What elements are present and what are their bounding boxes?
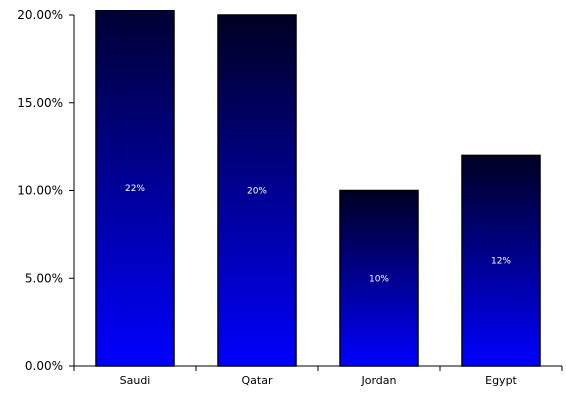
y-tick-label: 15.00% xyxy=(17,96,63,110)
data-label-qatar: 20% xyxy=(247,187,267,197)
data-label-saudi: 22% xyxy=(125,184,145,194)
y-tick-label: 0.00% xyxy=(25,359,63,373)
bar-jordan xyxy=(339,189,419,367)
x-tick-label: Jordan xyxy=(361,374,397,387)
axes-group: Saudi Qatar Jordan Egypt 0.00% 5.00% 10.00% 15.… xyxy=(17,8,563,387)
y-tick-label: 20.00% xyxy=(17,8,63,22)
y-tick-label: 5.00% xyxy=(25,271,63,285)
bar-egypt xyxy=(461,154,541,367)
x-tick-label: Qatar xyxy=(242,374,273,387)
bars-group xyxy=(95,10,541,367)
data-label-jordan: 10% xyxy=(369,274,389,284)
data-label-egypt: 12% xyxy=(491,257,511,267)
bar-saudi xyxy=(95,10,175,367)
x-tick-label: Saudi xyxy=(120,374,151,387)
x-tick-label: Egypt xyxy=(485,374,517,387)
y-tick-label: 10.00% xyxy=(17,184,63,198)
data-labels-group: 22% 20% 10% 12% xyxy=(125,184,511,284)
bar-qatar xyxy=(217,14,297,367)
